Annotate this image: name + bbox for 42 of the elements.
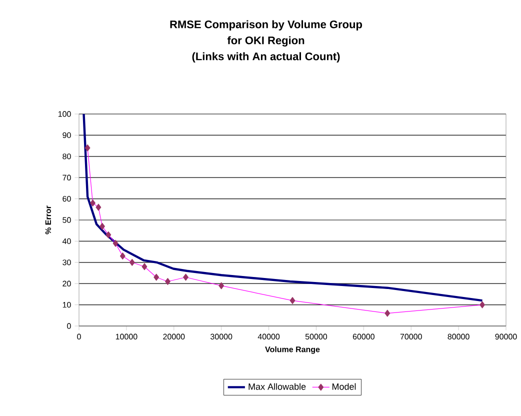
point [384, 310, 390, 317]
point [154, 274, 160, 281]
point [218, 282, 224, 290]
y-tick-label: 70 [62, 174, 71, 180]
y-tick-label: 80 [62, 154, 71, 160]
point [112, 240, 118, 247]
x-tick-label: 20000 [163, 334, 185, 340]
legend-label: Max Allowable [248, 383, 306, 390]
x-tick-label: 60000 [352, 334, 374, 340]
point [290, 297, 296, 304]
legend-label: Model [332, 383, 356, 390]
y-tick-label: 30 [62, 260, 71, 266]
x-tick-label: 50000 [305, 334, 328, 340]
point [90, 200, 96, 207]
y-tick-label: 60 [62, 196, 71, 202]
chart-title: RMSE Comparison by Volume Group for OKI Region (Links with An actual Count) [170, 20, 362, 62]
point [120, 252, 126, 260]
y-tick-label: 50 [62, 217, 71, 223]
y-tick-label: 0 [67, 323, 71, 329]
point [100, 222, 105, 230]
y-tick-label: 100 [58, 111, 71, 117]
point [183, 274, 188, 281]
x-tick-label: 40000 [258, 334, 280, 340]
y-tick-label: 40 [62, 238, 71, 244]
point [96, 204, 102, 211]
x-tick-label: 30000 [210, 334, 232, 340]
point [480, 301, 485, 308]
x-tick-label: 90000 [495, 334, 517, 340]
x-tick-label: 80000 [448, 334, 470, 340]
y-tick-label: 90 [62, 132, 71, 138]
point [142, 263, 148, 270]
point [84, 144, 90, 152]
y-tick-label: 20 [62, 280, 71, 286]
x-axis-title: Volume Range [265, 346, 320, 354]
x-tick-label: 0 [77, 334, 81, 340]
point [129, 258, 135, 266]
y-tick-label: 10 [62, 302, 71, 308]
y-axis-title: % Error [45, 206, 51, 234]
point [106, 231, 112, 238]
point [165, 278, 170, 285]
x-tick-label: 70000 [400, 334, 422, 340]
x-tick-label: 10000 [116, 334, 138, 340]
